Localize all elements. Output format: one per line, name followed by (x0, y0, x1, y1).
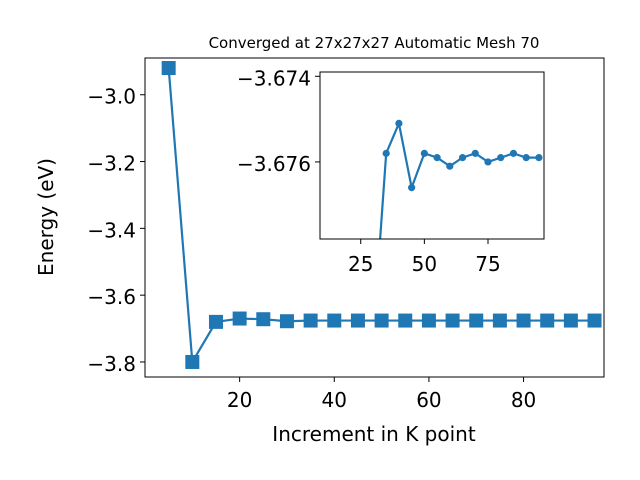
main-data-point (445, 313, 460, 328)
inset-x-ticks: 25 50 75 (348, 239, 501, 276)
inset-data-point (370, 330, 377, 337)
inset-y-tick-label: −3.674 (237, 66, 311, 90)
main-y-tick-label: −3.8 (87, 352, 136, 376)
main-x-ticks: 20 40 60 80 (227, 377, 536, 412)
main-data-point (303, 313, 318, 328)
inset-axes-frame (319, 71, 545, 240)
main-data-point (161, 61, 176, 76)
inset-data-point (458, 154, 467, 162)
main-data-point (516, 313, 531, 328)
y-axis-label: Energy (eV) (34, 158, 58, 276)
inset-data-point (535, 154, 543, 162)
inset-data-point (484, 158, 492, 166)
x-axis-label: Increment in K point (272, 422, 476, 446)
inset-data-point (509, 149, 518, 157)
main-data-point (492, 313, 507, 328)
inset-data-point (382, 149, 390, 157)
main-series (161, 61, 602, 369)
inset-chart: 25 50 75 −3.676 −3.674 (237, 66, 545, 337)
main-data-point (208, 314, 223, 329)
inset-x-tick-label: 25 (348, 252, 373, 276)
inset-data-point (497, 154, 505, 162)
main-data-point (540, 313, 555, 328)
main-x-tick-label: 40 (322, 388, 347, 412)
inset-data-point (408, 184, 416, 192)
main-x-tick-label: 20 (227, 388, 252, 412)
main-data-point (421, 313, 436, 328)
main-y-tick-label: −3.4 (87, 218, 136, 242)
main-data-point (185, 354, 200, 369)
main-axes-frame (144, 57, 605, 378)
main-data-point (256, 312, 271, 327)
inset-data-point (522, 154, 530, 162)
main-data-point (469, 313, 484, 328)
inset-x-tick-label: 75 (475, 252, 500, 276)
inset-data-point (446, 162, 454, 170)
main-plot-area (161, 61, 602, 369)
main-data-point (279, 314, 294, 329)
inset-data-point (395, 119, 403, 127)
main-data-point (374, 313, 389, 328)
main-x-tick-label: 60 (416, 388, 441, 412)
main-x-tick-label: 80 (511, 388, 536, 412)
inset-data-point (433, 154, 441, 162)
inset-data-point (420, 149, 428, 157)
main-data-point (398, 313, 413, 328)
inset-plot-area (370, 119, 543, 337)
main-y-tick-label: −3.6 (87, 285, 136, 309)
chart-title: Converged at 27x27x27 Automatic Mesh 70 (209, 34, 540, 52)
main-data-point (232, 311, 247, 326)
main-data-point (327, 313, 342, 328)
inset-y-ticks: −3.676 −3.674 (237, 66, 320, 176)
main-data-point (563, 313, 578, 328)
inset-data-point (471, 149, 479, 157)
main-y-ticks: −3.0 −3.2 −3.4 −3.6 −3.8 (87, 85, 145, 376)
main-data-point (587, 313, 602, 328)
inset-y-tick-label: −3.676 (237, 152, 311, 176)
main-chart: Converged at 27x27x27 Automatic Mesh 70 … (34, 34, 605, 446)
main-y-tick-label: −3.0 (87, 85, 136, 109)
inset-series (370, 119, 543, 337)
main-y-tick-label: −3.2 (87, 152, 136, 176)
inset-x-tick-label: 50 (412, 252, 437, 276)
main-data-point (350, 313, 365, 328)
